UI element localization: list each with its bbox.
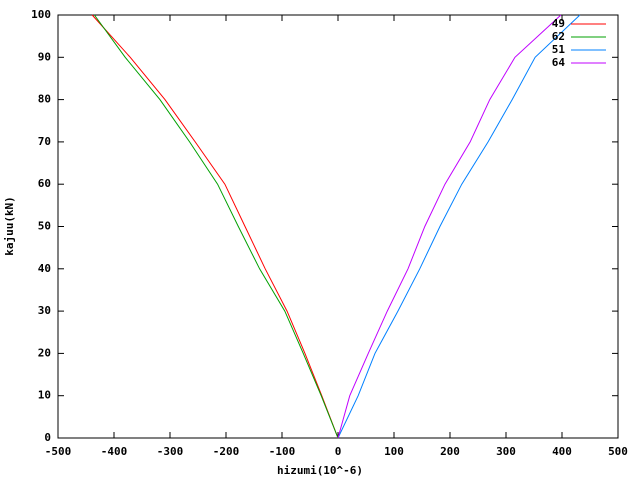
x-tick-label: -400	[101, 445, 128, 458]
y-tick-label: 50	[38, 220, 51, 233]
x-tick-label: 300	[496, 445, 516, 458]
x-tick-label: 400	[552, 445, 572, 458]
x-tick-label: 500	[608, 445, 628, 458]
y-tick-label: 60	[38, 177, 51, 190]
y-tick-label: 0	[44, 431, 51, 444]
x-tick-label: -300	[157, 445, 184, 458]
y-tick-label: 100	[31, 8, 51, 21]
data-line	[337, 14, 562, 439]
y-tick-label: 10	[38, 389, 51, 402]
legend-label: 62	[552, 30, 565, 43]
data-line	[93, 14, 339, 439]
x-axis-label: hizumi(10^-6)	[277, 464, 363, 477]
y-tick-label: 30	[38, 304, 51, 317]
y-tick-label: 40	[38, 262, 51, 275]
x-tick-label: 0	[335, 445, 342, 458]
y-tick-label: 70	[38, 135, 51, 148]
x-tick-label: -500	[45, 445, 72, 458]
data-line	[337, 14, 581, 439]
y-tick-label: 20	[38, 346, 51, 359]
x-tick-label: -200	[213, 445, 240, 458]
x-tick-label: -100	[269, 445, 296, 458]
y-tick-label: 80	[38, 93, 51, 106]
x-tick-label: 200	[440, 445, 460, 458]
y-axis-label: kajuu(kN)	[3, 196, 16, 256]
legend-label: 51	[552, 43, 566, 56]
data-line	[91, 14, 339, 439]
y-tick-label: 90	[38, 50, 51, 63]
legend-label: 49	[552, 17, 565, 30]
x-tick-label: 100	[384, 445, 404, 458]
legend-label: 64	[552, 56, 566, 69]
